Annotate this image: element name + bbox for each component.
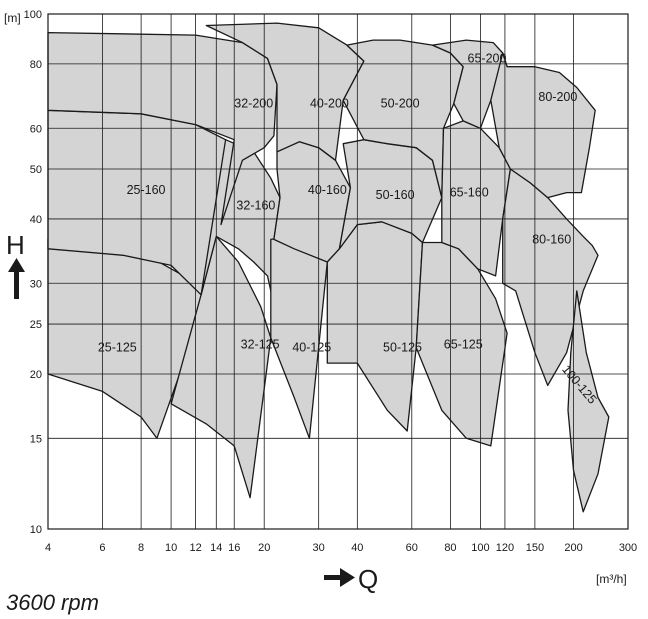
x-tick-label: 300 — [619, 542, 637, 554]
y-unit-label: [m] — [4, 11, 21, 25]
x-tick-label: 80 — [444, 542, 456, 554]
region-label: 50-125 — [383, 341, 422, 355]
region-label: 32-200 — [234, 97, 273, 111]
region-65-125 — [415, 241, 508, 447]
region-label: 40-125 — [292, 341, 331, 355]
x-tick-label: 8 — [138, 542, 144, 554]
x-tick-label: 60 — [406, 542, 418, 554]
region-80-200 — [490, 52, 596, 199]
region-32-200 — [47, 31, 278, 226]
x-tick-label: 14 — [210, 542, 222, 554]
y-tick-label: 15 — [30, 433, 42, 445]
region-50-125 — [326, 221, 424, 432]
x-tick-label: 12 — [189, 542, 201, 554]
x-axis-arrow-icon — [324, 568, 355, 587]
x-axis-letter: Q — [358, 564, 378, 594]
region-80-160 — [502, 168, 599, 387]
y-tick-label: 25 — [30, 319, 42, 331]
region-label: 40-200 — [310, 97, 349, 111]
x-tick-label: 16 — [228, 542, 240, 554]
y-tick-label: 10 — [30, 524, 42, 536]
y-tick-label: 80 — [30, 59, 42, 71]
region-40-160 — [273, 141, 352, 263]
region-label: 80-160 — [532, 232, 571, 246]
region-label: 32-160 — [236, 198, 275, 212]
region-label: 65-200 — [468, 51, 507, 65]
x-tick-label: 200 — [564, 542, 582, 554]
y-tick-label: 100 — [24, 9, 42, 21]
region-100-125 — [567, 290, 610, 513]
x-tick-label: 20 — [258, 542, 270, 554]
y-tick-label: 60 — [30, 123, 42, 135]
y-tick-label: 30 — [30, 278, 42, 290]
y-tick-label: 50 — [30, 164, 42, 176]
plot-frame — [47, 13, 629, 530]
region-label: 50-200 — [381, 97, 420, 111]
y-tick-label: 40 — [30, 214, 42, 226]
x-tick-label: 10 — [165, 542, 177, 554]
x-tick-label: 6 — [99, 542, 105, 554]
x-tick-label: 120 — [496, 542, 514, 554]
x-tick-label: 4 — [45, 542, 51, 554]
x-tick-label: 30 — [313, 542, 325, 554]
pump-regions — [47, 22, 610, 513]
region-40-200 — [205, 22, 365, 161]
region-label: 32-125 — [241, 338, 280, 352]
region-label: 65-125 — [444, 338, 483, 352]
region-label: 80-200 — [538, 90, 577, 104]
tick-labels: 4 6 8 10 12 14 16 20 30 40 60 80 100 120 150 200 300 10 15… — [24, 9, 638, 554]
speed-caption: 3600 rpm — [6, 590, 99, 615]
x-tick-label: 150 — [526, 542, 544, 554]
region-label: 25-125 — [98, 341, 137, 355]
region-label: 50-160 — [376, 188, 415, 202]
region-label: 40-160 — [308, 183, 347, 197]
x-unit-label: [m³/h] — [596, 572, 627, 586]
x-tick-label: 40 — [351, 542, 363, 554]
plot-border — [47, 13, 629, 530]
y-axis-letter: H — [6, 230, 25, 260]
y-axis-arrow-icon — [8, 258, 25, 299]
region-label: 65-160 — [450, 186, 489, 200]
region-label: 25-160 — [127, 183, 166, 197]
y-tick-label: 20 — [30, 369, 42, 381]
x-tick-label: 100 — [471, 542, 489, 554]
